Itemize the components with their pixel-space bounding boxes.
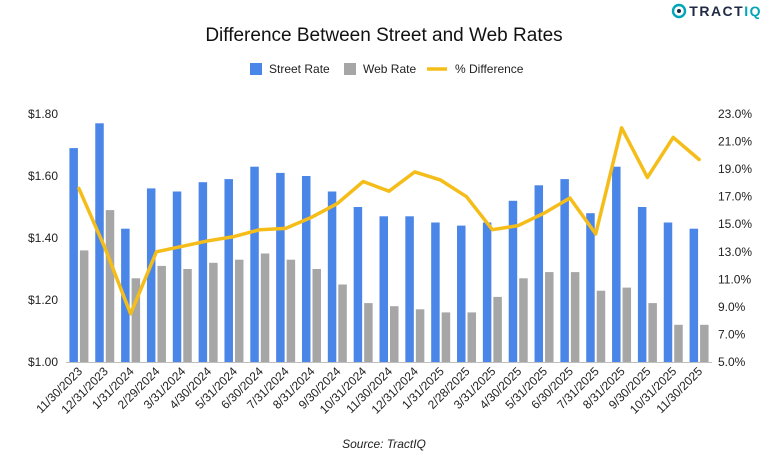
street-rate-bar bbox=[173, 192, 182, 363]
y-right-tick-label: 21.0% bbox=[718, 135, 752, 149]
pct-difference-line bbox=[79, 128, 699, 314]
web-rate-bar bbox=[700, 325, 709, 362]
web-rate-bar bbox=[157, 266, 166, 362]
street-rate-bar bbox=[69, 148, 78, 362]
web-rate-bar bbox=[623, 288, 632, 362]
logo-text-main: TRACT bbox=[689, 3, 744, 19]
web-rate-bar bbox=[390, 306, 399, 362]
y-right-tick-label: 13.0% bbox=[718, 245, 752, 259]
legend-web-rate-label: Web Rate bbox=[363, 62, 416, 76]
web-rate-bar bbox=[235, 260, 244, 362]
y-right-tick-label: 19.0% bbox=[718, 162, 752, 176]
y-left-tick-label: $1.20 bbox=[28, 293, 58, 307]
web-rate-bar bbox=[493, 297, 502, 362]
web-rate-bar bbox=[597, 291, 606, 362]
web-rate-bar bbox=[648, 303, 657, 362]
web-rate-bar bbox=[519, 278, 528, 362]
web-rate-bar bbox=[674, 325, 683, 362]
street-rate-bar bbox=[380, 216, 389, 362]
street-rate-bar bbox=[276, 173, 285, 362]
y-right-tick-label: 5.0% bbox=[718, 355, 746, 369]
street-rate-bar bbox=[664, 223, 673, 363]
web-rate-bar bbox=[209, 263, 218, 362]
street-rate-bar bbox=[302, 176, 311, 362]
legend-street-rate-label: Street Rate bbox=[269, 62, 330, 76]
chart-source: Source: TractIQ bbox=[342, 437, 426, 451]
y-right-tick-label: 9.0% bbox=[718, 300, 746, 314]
street-rate-bar bbox=[250, 167, 258, 362]
street-rate-bar bbox=[224, 179, 233, 362]
street-rate-bar bbox=[560, 179, 569, 362]
web-rate-bar bbox=[106, 210, 115, 362]
tractiq-logo-icon bbox=[671, 3, 687, 19]
street-rate-bar bbox=[199, 182, 208, 362]
chart-title: Difference Between Street and Web Rates bbox=[205, 25, 562, 46]
web-rate-bar bbox=[80, 250, 89, 362]
y-left-tick-label: $1.40 bbox=[28, 231, 58, 245]
street-rate-bar bbox=[431, 223, 440, 363]
street-rate-bar bbox=[586, 213, 595, 362]
y-right-tick-label: 11.0% bbox=[718, 272, 751, 286]
legend-web-rate-swatch bbox=[344, 63, 356, 75]
logo-text-accent: IQ bbox=[744, 3, 762, 19]
street-rate-bar bbox=[354, 207, 363, 362]
street-rate-bar bbox=[483, 223, 492, 363]
web-rate-bar bbox=[364, 303, 373, 362]
legend-street-rate-swatch bbox=[250, 63, 262, 75]
y-left-tick-label: $1.80 bbox=[28, 107, 58, 121]
legend-pct-difference-label: % Difference bbox=[455, 62, 524, 76]
web-rate-bar bbox=[416, 309, 425, 362]
street-rate-bar bbox=[690, 229, 699, 362]
y-right-tick-label: 7.0% bbox=[718, 327, 746, 341]
y-right-tick-label: 17.0% bbox=[718, 190, 752, 204]
web-rate-bar bbox=[468, 312, 477, 362]
street-rate-bar bbox=[612, 167, 621, 362]
street-rate-bar bbox=[638, 207, 647, 362]
web-rate-bar bbox=[442, 312, 451, 362]
street-rate-bar bbox=[457, 226, 466, 362]
y-right-tick-label: 23.0% bbox=[718, 107, 752, 121]
web-rate-bar bbox=[338, 285, 347, 363]
web-rate-bar bbox=[312, 269, 321, 362]
web-rate-bar bbox=[571, 272, 580, 362]
street-rate-bar bbox=[405, 216, 414, 362]
y-left-tick-label: $1.00 bbox=[28, 355, 58, 369]
y-left-tick-label: $1.60 bbox=[28, 169, 58, 183]
street-rate-bar bbox=[535, 185, 544, 362]
web-rate-bar bbox=[545, 272, 554, 362]
y-right-tick-label: 15.0% bbox=[718, 217, 752, 231]
web-rate-bar bbox=[261, 254, 270, 363]
web-rate-bar bbox=[287, 260, 296, 362]
web-rate-bar bbox=[183, 269, 192, 362]
street-rate-bar bbox=[328, 192, 337, 363]
